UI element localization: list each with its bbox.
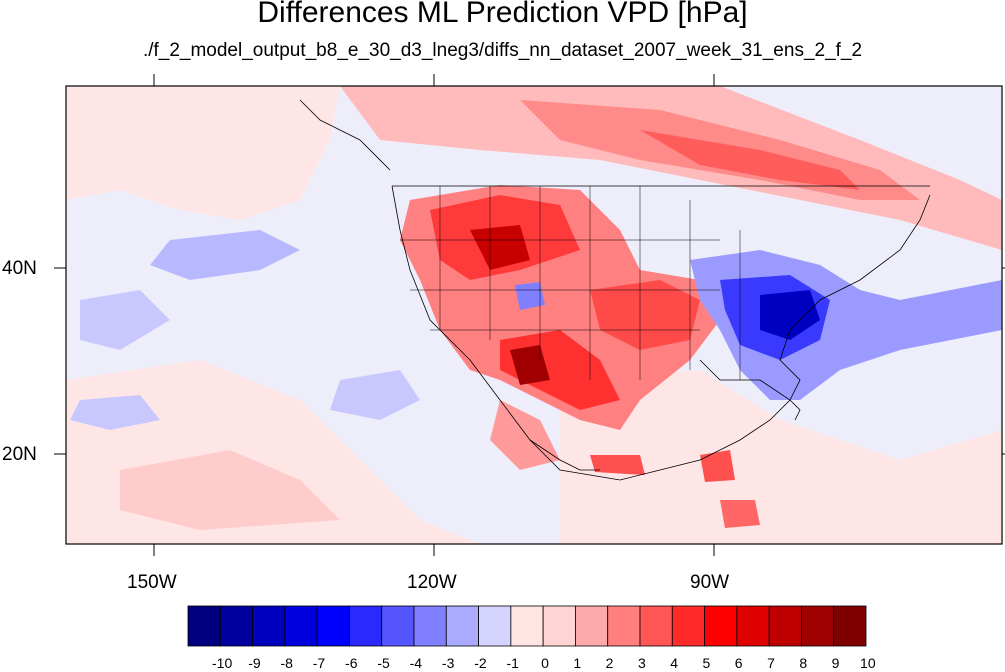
colorbar-swatch bbox=[478, 605, 512, 647]
plot-frame bbox=[65, 85, 1003, 545]
colorbar-swatch bbox=[349, 605, 383, 647]
colorbar-tick-label: 0 bbox=[541, 655, 549, 671]
colorbar-swatch bbox=[445, 605, 479, 647]
colorbar-tick-label: -9 bbox=[248, 655, 261, 671]
colorbar-swatch bbox=[413, 605, 447, 647]
colorbar-swatch bbox=[575, 605, 609, 647]
colorbar-swatch bbox=[607, 605, 641, 647]
colorbar-swatch bbox=[284, 605, 318, 647]
tick-marks bbox=[54, 74, 1005, 556]
anomaly-field bbox=[66, 86, 1002, 544]
colorbar-tick-label: -7 bbox=[312, 655, 326, 671]
colorbar-swatch bbox=[510, 605, 544, 647]
colorbar-swatch bbox=[671, 605, 705, 647]
colorbar-swatch bbox=[768, 605, 802, 647]
colorbar-tick-label: -8 bbox=[280, 655, 293, 671]
colorbar-tick-label: 8 bbox=[799, 655, 808, 671]
coastlines bbox=[299, 99, 931, 481]
colorbar-swatch bbox=[381, 605, 415, 647]
colorbar-tick-label: 7 bbox=[767, 655, 775, 671]
colorbar-swatch bbox=[252, 605, 286, 647]
lon-label-120w: 120W bbox=[407, 572, 457, 593]
colorbar-swatch bbox=[542, 605, 576, 647]
colorbar bbox=[187, 605, 867, 647]
colorbar-swatch bbox=[833, 605, 867, 647]
colorbar-swatch bbox=[187, 605, 221, 647]
colorbar-tick-label: 4 bbox=[670, 655, 679, 671]
colorbar-swatch bbox=[316, 605, 350, 647]
colorbar-tick-label: 1 bbox=[573, 655, 582, 671]
lon-label-150w: 150W bbox=[127, 572, 177, 593]
state-borders bbox=[400, 186, 741, 380]
colorbar-tick-label: -4 bbox=[409, 655, 423, 671]
colorbar-tick-label: -3 bbox=[441, 655, 455, 671]
colorbar-swatch bbox=[801, 605, 835, 647]
map-title: Differences ML Prediction VPD [hPa] bbox=[257, 0, 748, 29]
map-subtitle: ./f_2_model_output_b8_e_30_d3_lneg3/diff… bbox=[142, 40, 863, 61]
colorbar-swatch bbox=[736, 605, 770, 647]
colorbar-tick-label: -6 bbox=[345, 655, 358, 671]
colorbar-swatch bbox=[704, 605, 738, 647]
colorbar-swatch bbox=[219, 605, 253, 647]
colorbar-tick-label: 2 bbox=[605, 655, 614, 671]
colorbar-tick-label: -2 bbox=[474, 655, 487, 671]
lon-label-90w: 90W bbox=[690, 572, 730, 593]
colorbar-tick-label: 6 bbox=[734, 655, 743, 671]
colorbar-swatch bbox=[639, 605, 673, 647]
colorbar-tick-label: -1 bbox=[506, 655, 519, 671]
colorbar-tick-label: 9 bbox=[831, 655, 840, 671]
lat-label-20n: 20N bbox=[2, 444, 37, 465]
colorbar-tick-label: 3 bbox=[637, 655, 646, 671]
colorbar-tick-label: -10 bbox=[212, 655, 233, 671]
colorbar-tick-label: -5 bbox=[377, 655, 390, 671]
lat-label-40n: 40N bbox=[2, 258, 37, 279]
colorbar-tick-label: 10 bbox=[860, 655, 876, 671]
colorbar-tick-label: 5 bbox=[702, 655, 711, 671]
